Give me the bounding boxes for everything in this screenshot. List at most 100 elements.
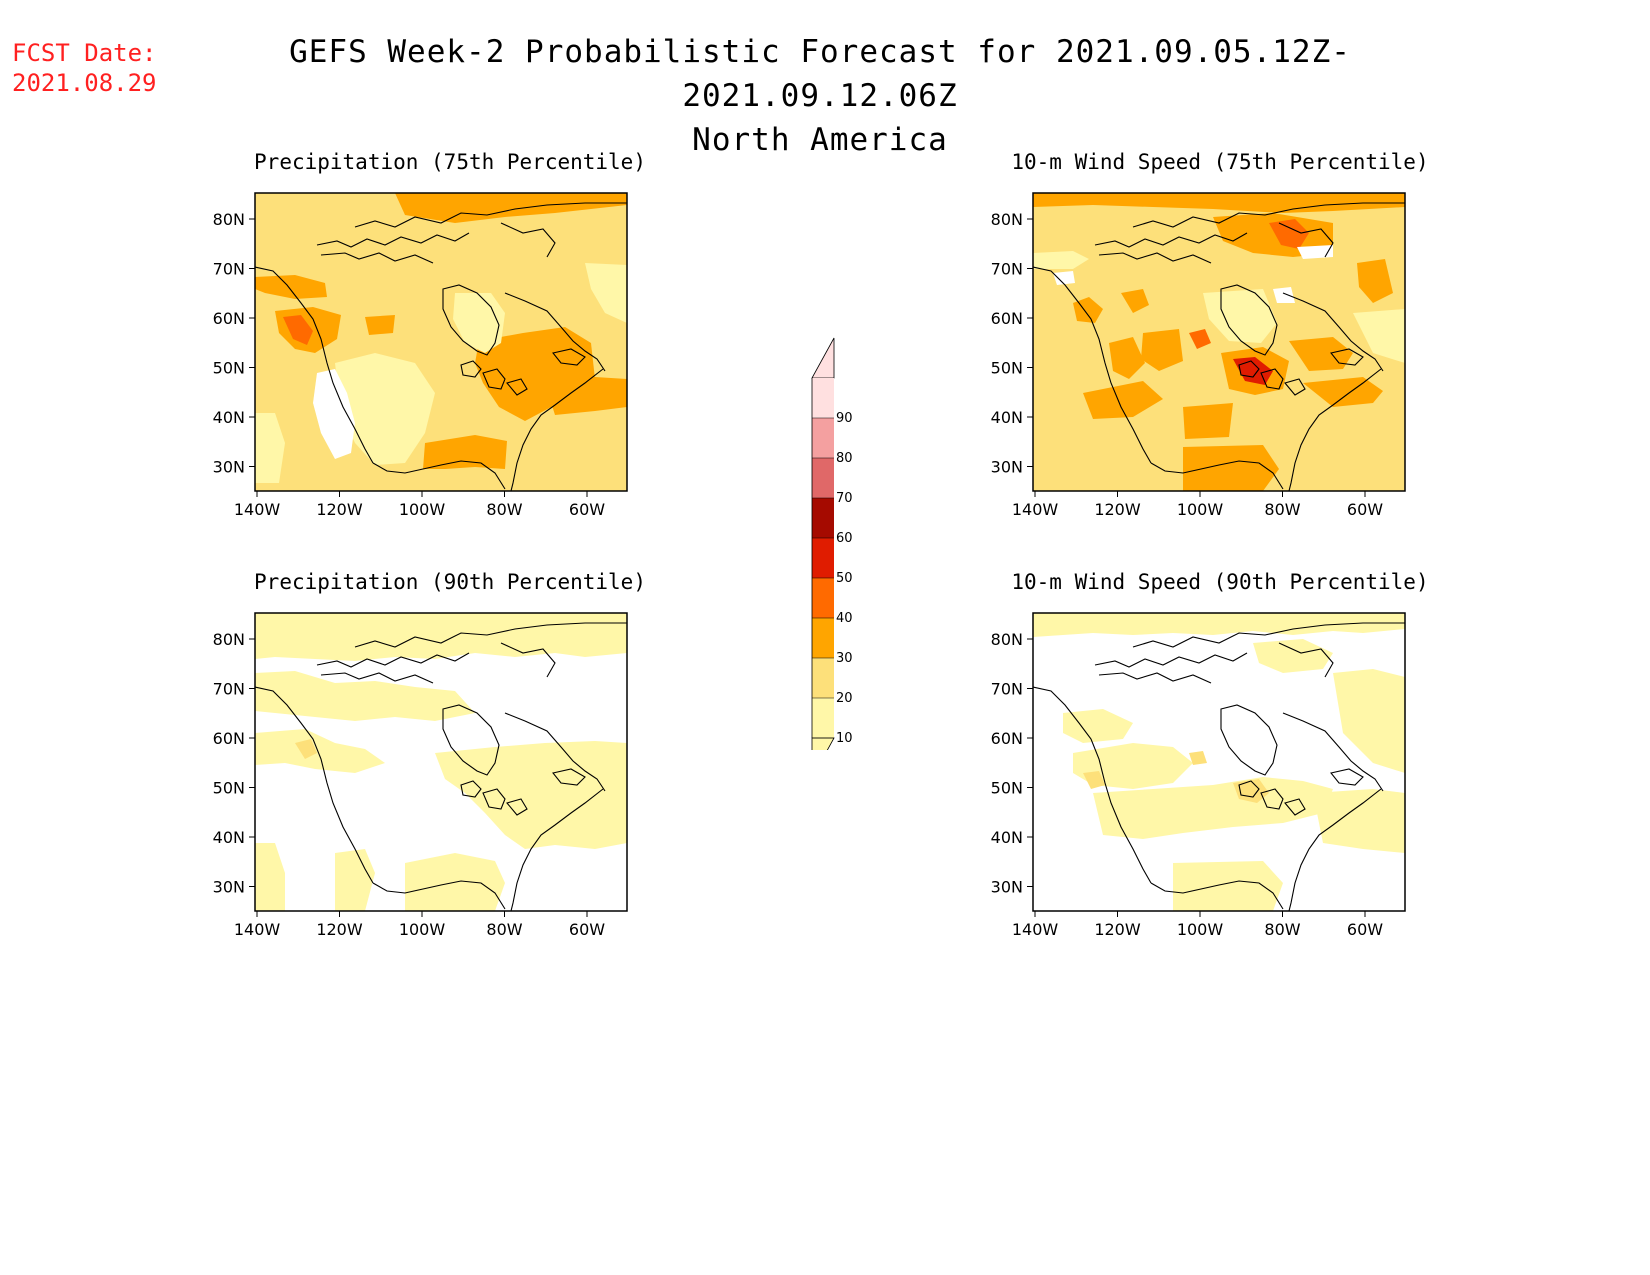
colorbar-segment [812, 458, 834, 498]
probability-contour [1033, 613, 1405, 637]
lon-tick-label: 140W [1012, 920, 1059, 939]
probability-contour [1333, 669, 1405, 773]
lat-tick-label: 50N [991, 779, 1023, 798]
panel-title-precip75: Precipitation (75th Percentile) [254, 150, 646, 174]
coastline [482, 368, 506, 390]
lat-tick-label: 40N [213, 408, 245, 427]
lon-tick-label: 100W [399, 500, 446, 519]
probability-contour [1233, 779, 1269, 803]
coastline [1288, 788, 1382, 911]
lon-tick-label: 60W [1347, 500, 1383, 519]
lat-tick-label: 40N [991, 828, 1023, 847]
probability-contour [335, 849, 375, 911]
coastline [442, 704, 500, 776]
lat-tick-label: 30N [213, 878, 245, 897]
coastline [1094, 232, 1248, 248]
colorbar-segment [812, 498, 834, 538]
map-precip75: 80N 70N 60N 50N 40N 30N 140W 120W 100W 80W 60W [213, 192, 628, 519]
probability-contour [1269, 219, 1309, 249]
coastline [1150, 460, 1284, 490]
colorbar-segment [812, 378, 834, 418]
map-background [1033, 193, 1405, 491]
coastline [1132, 202, 1405, 228]
lon-tick-label: 120W [316, 500, 363, 519]
lon-tick-label: 100W [1177, 920, 1224, 939]
probability-contour [1033, 251, 1089, 269]
colorbar-label: 90 [836, 411, 853, 426]
coastline [1132, 622, 1405, 648]
coastline [1260, 368, 1284, 390]
probability-contour [1253, 639, 1333, 673]
coastline [316, 652, 470, 668]
lon-tick-label: 100W [1177, 500, 1224, 519]
map-frame [254, 192, 628, 492]
map-frame [1032, 612, 1406, 912]
coastline [1220, 284, 1278, 356]
coastline [510, 368, 604, 491]
page-title-line1: GEFS Week-2 Probabilistic Forecast for 2… [289, 34, 1351, 114]
probability-contour [1313, 789, 1405, 853]
page-title: GEFS Week-2 Probabilistic Forecast for 2… [180, 30, 1460, 162]
probability-contour [255, 671, 475, 721]
probability-contour [1189, 329, 1211, 349]
colorbar-label: 10 [836, 731, 853, 746]
probability-contour [255, 413, 285, 483]
lat-tick-label: 70N [213, 260, 245, 279]
lon-tick-label: 60W [569, 920, 605, 939]
colorbar-segment [812, 658, 834, 698]
probability-contour [365, 315, 395, 335]
coastline [1098, 672, 1212, 684]
lon-tick-label: 140W [234, 500, 281, 519]
map-frame [1032, 192, 1406, 492]
coastline [460, 780, 482, 798]
coastline [1033, 266, 1152, 464]
lon-tick-label: 60W [1347, 920, 1383, 939]
probability-contour [1093, 777, 1333, 839]
coastline [460, 360, 482, 378]
probability-contour [1357, 259, 1393, 303]
coastline [1260, 788, 1284, 810]
panel-title-wind75: 10-m Wind Speed (75th Percentile) [1011, 150, 1429, 174]
lat-tick-label: 50N [991, 359, 1023, 378]
coastline [504, 292, 606, 372]
lat-tick-label: 80N [213, 630, 245, 649]
coastline [506, 378, 528, 396]
lat-tick-label: 80N [991, 210, 1023, 229]
map-wind90: 80N 70N 60N 50N 40N 30N 140W 120W 100W 80W 60W [991, 612, 1406, 939]
colorbar-bottom-cap [811, 737, 835, 750]
colorbar-top-cap [811, 337, 835, 379]
panel-title-precip90: Precipitation (90th Percentile) [254, 570, 646, 594]
coastline [1238, 780, 1260, 798]
probability-contour [255, 729, 385, 773]
lat-tick-label: 30N [991, 878, 1023, 897]
lon-tick-label: 80W [486, 500, 522, 519]
page-title-region: North America [692, 122, 948, 158]
coastline [552, 348, 586, 366]
lat-tick-label: 60N [213, 309, 245, 328]
below-threshold-area [1297, 245, 1333, 259]
colorbar-label: 50 [836, 571, 853, 586]
coastline [255, 686, 374, 884]
probability-contour [295, 739, 317, 759]
coastline [510, 788, 604, 911]
coastline [1094, 652, 1248, 668]
coastline [320, 252, 434, 264]
lon-tick-label: 120W [1094, 500, 1141, 519]
colorbar-segment [812, 578, 834, 618]
colorbar-segment [812, 538, 834, 578]
colorbar-label: 40 [836, 611, 853, 626]
probability-contour [255, 843, 285, 911]
probability-contour [1073, 743, 1193, 789]
probability-contour [1183, 403, 1233, 439]
probability-contour [545, 377, 627, 415]
colorbar-label: 60 [836, 531, 853, 546]
coastline [1284, 378, 1306, 396]
coastline [500, 222, 556, 258]
coastline [442, 284, 500, 356]
probability-contour [1083, 771, 1105, 789]
lon-tick-label: 80W [486, 920, 522, 939]
probability-contour [1121, 289, 1149, 313]
lon-tick-label: 80W [1264, 500, 1300, 519]
coastline [1330, 768, 1364, 786]
probability-contour [423, 435, 507, 469]
